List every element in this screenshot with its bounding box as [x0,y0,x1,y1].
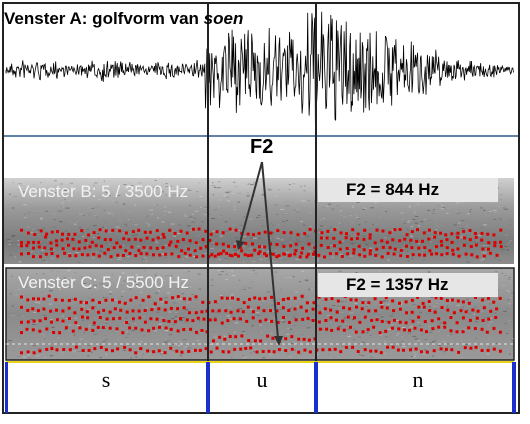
spectrogram-c-label: Venster C: 5 / 5500 Hz [18,273,190,292]
segment-bar-left [5,362,8,413]
f2-arrowhead-c [274,336,283,346]
segment-bar-right [512,362,516,413]
waveform-title-word: soen [203,9,244,28]
spectrogram-c-formants [20,294,502,355]
waveform-title: Venster A: golfvorm van soen [4,9,243,29]
waveform-panel [5,11,514,128]
f2-arrowhead-b [236,240,245,250]
segment-s: s [101,367,111,392]
spectrogram-c-badge: F2 = 1357 Hz [318,273,498,297]
segment-u: u [256,367,268,392]
waveform-trace [5,11,514,128]
f2-arrow-c [261,161,279,339]
f2-arrow-b [239,161,263,244]
f2-annotation: F2 [250,136,274,158]
spectrogram-b-label: Venster B: 5 / 3500 Hz [18,182,189,201]
waveform-title-text: Venster A: golfvorm van [4,9,204,28]
segment-bar-s-u [206,362,210,413]
segment-n: n [412,367,424,392]
segment-bar-u-n [314,362,318,413]
spectrogram-b-badge: F2 = 844 Hz [318,178,498,202]
spectrogram-b-formants [20,227,503,259]
